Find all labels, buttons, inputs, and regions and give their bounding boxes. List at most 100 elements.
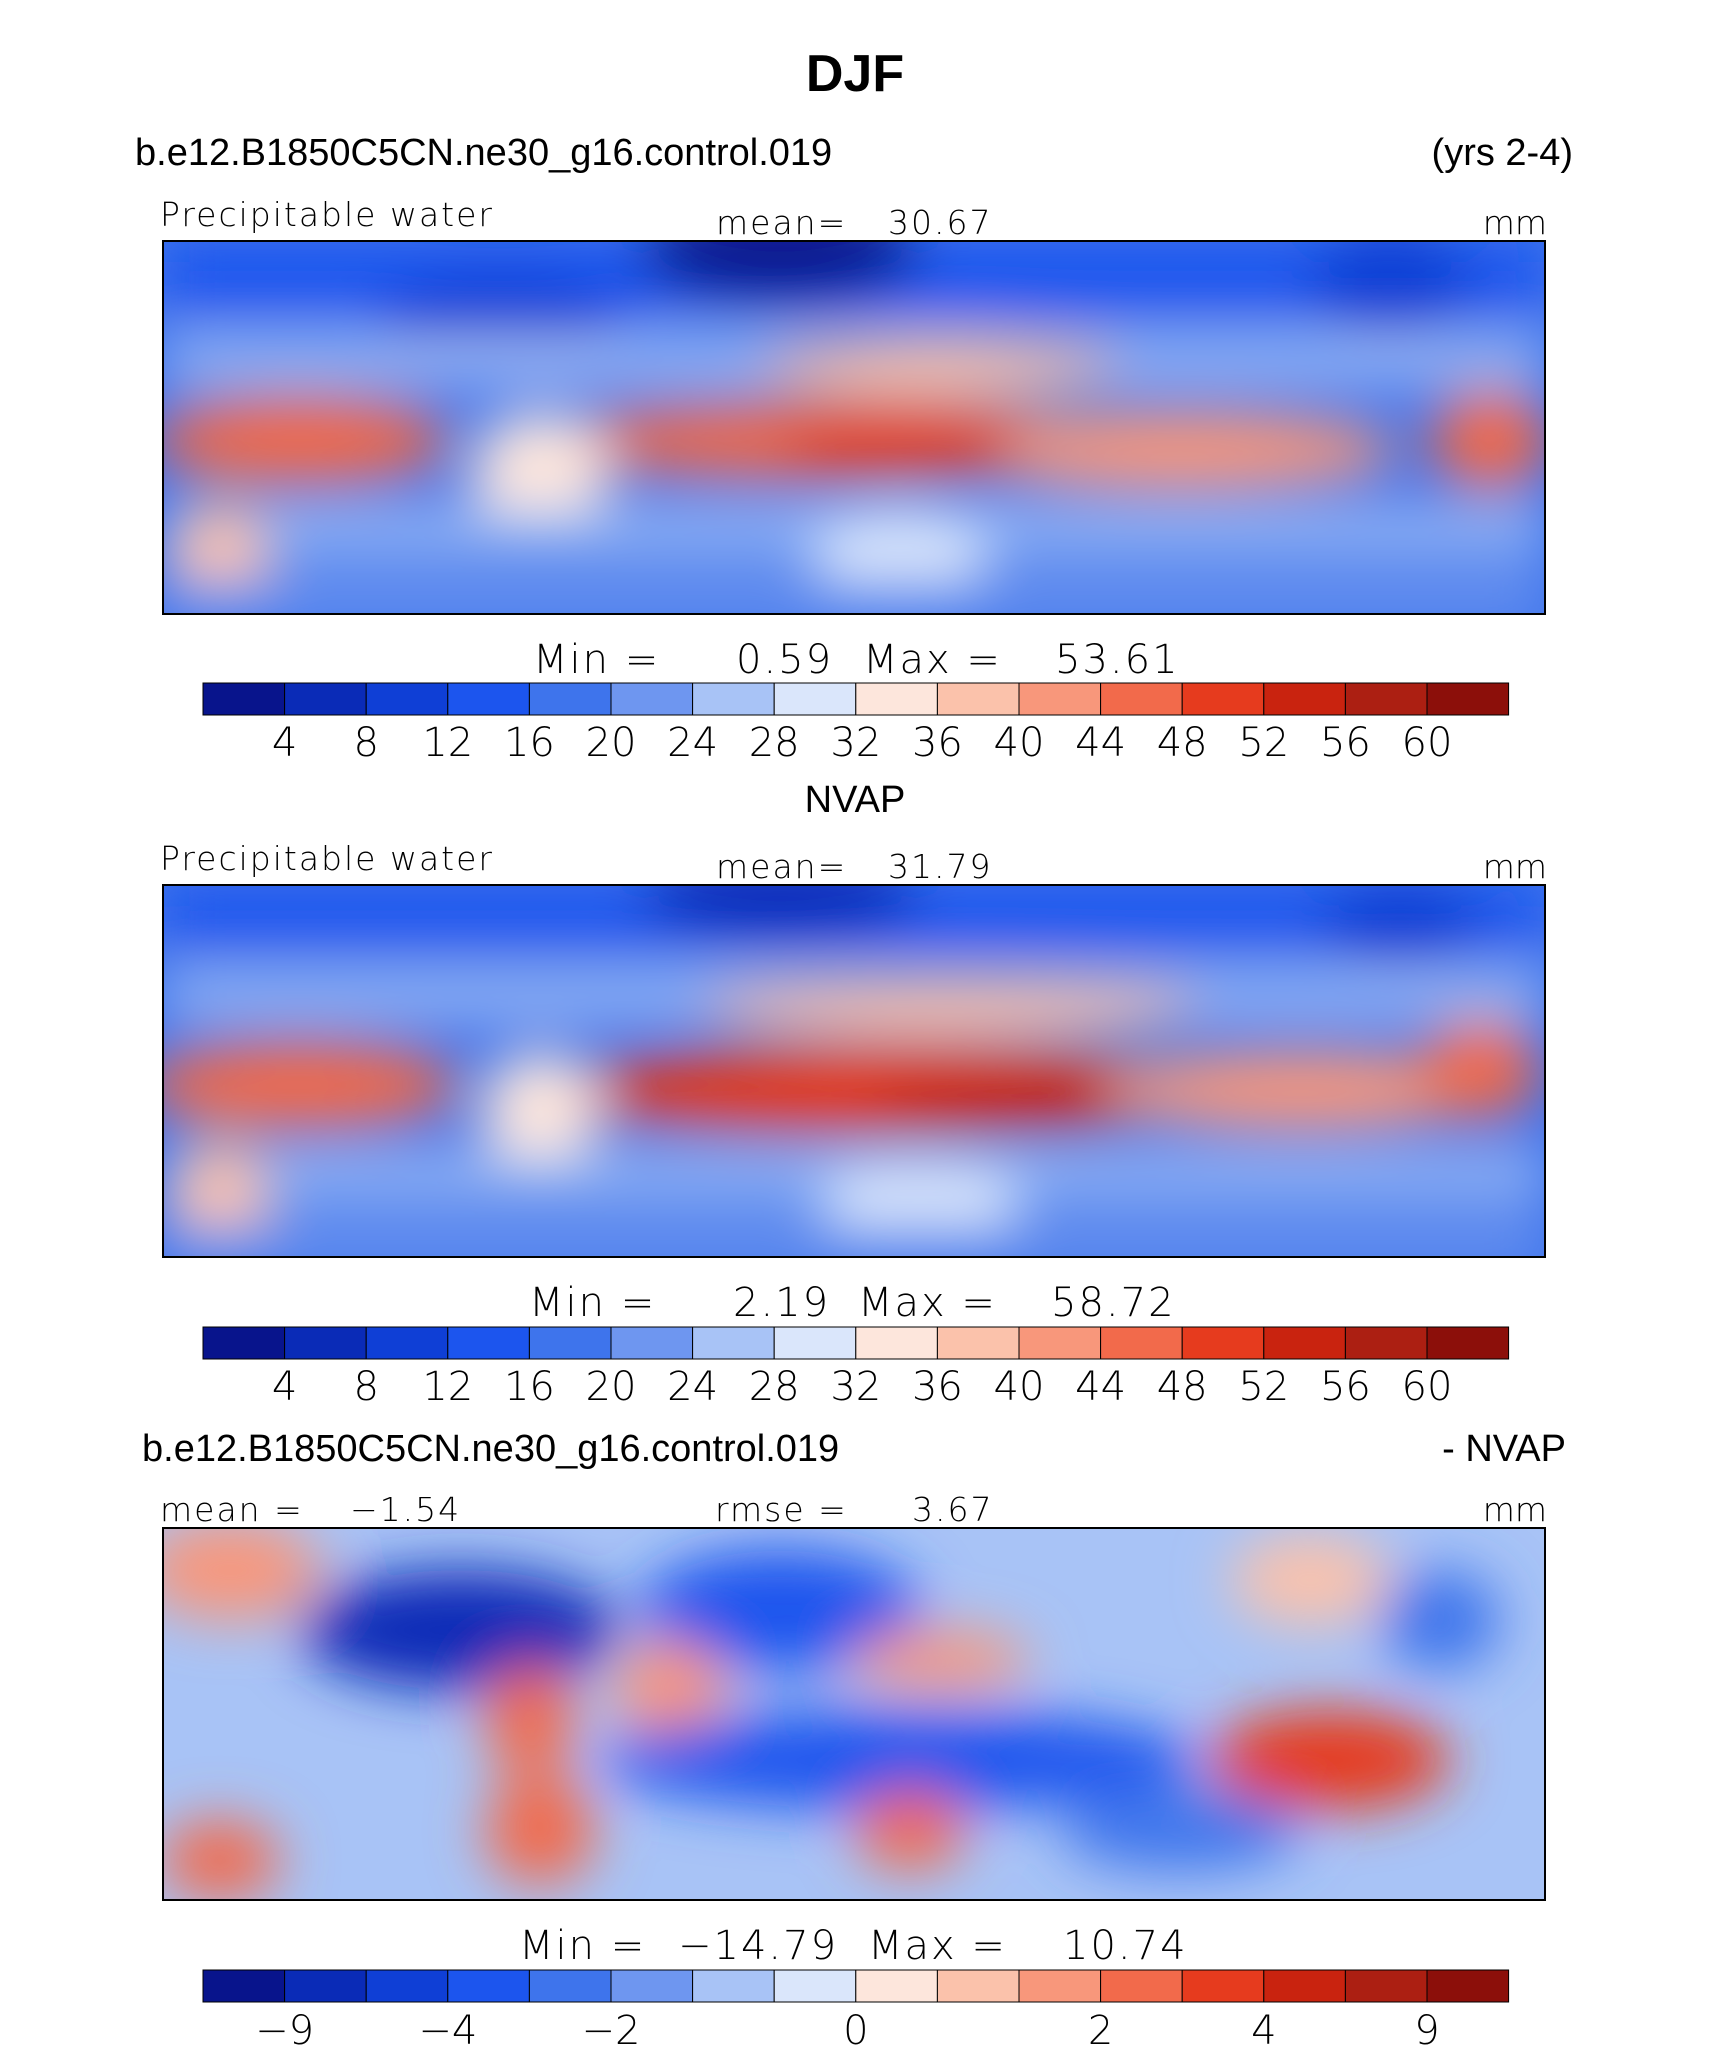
colorbar-tick-label: 2 xyxy=(1088,2008,1113,2054)
colorbar-tick-label: 32 xyxy=(830,1364,881,1410)
panel3-min-label: Min = xyxy=(519,1923,646,1969)
panel3-minus-obs: - NVAP xyxy=(1442,1428,1566,1470)
colorbar-box xyxy=(1018,1326,1102,1360)
panel2-mean-value: 31.79 xyxy=(888,847,992,886)
colorbar-box xyxy=(1181,1969,1265,2003)
colorbar-box xyxy=(936,1326,1020,1360)
colorbar-tick-label: 4 xyxy=(1251,2008,1276,2054)
colorbar-box xyxy=(528,1969,612,2003)
panel1-units: mm xyxy=(1483,203,1547,242)
panel2-frame xyxy=(162,884,1546,1258)
colorbar-box xyxy=(610,682,694,716)
panel1-max-value: 53.61 xyxy=(1055,637,1180,683)
panel3-case-name: b.e12.B1850C5CN.ne30_g16.control.019 xyxy=(142,1428,839,1470)
colorbar-tick-label: 52 xyxy=(1238,1364,1289,1410)
colorbar-tick-label: 4 xyxy=(272,720,297,766)
colorbar-box xyxy=(365,1969,449,2003)
panel2-max-value: 58.72 xyxy=(1051,1280,1176,1326)
colorbar-tick-label: 0 xyxy=(843,2008,868,2054)
colorbar-tick-label: −2 xyxy=(582,2008,641,2054)
panel1-min-value: 0.59 xyxy=(736,637,833,683)
colorbar-tick-label: 48 xyxy=(1157,720,1208,766)
colorbar-tick-label: 28 xyxy=(749,1364,800,1410)
colorbar-box xyxy=(1263,682,1346,716)
colorbar-tick-label: 40 xyxy=(994,1364,1045,1410)
panel1-case-name: b.e12.B1850C5CN.ne30_g16.control.019 xyxy=(135,132,832,174)
colorbar-box xyxy=(447,1969,530,2003)
panel3-max-label: Max = xyxy=(868,1923,1007,1969)
colorbar-box xyxy=(1344,1969,1428,2003)
colorbar-tick-label: 32 xyxy=(830,720,881,766)
colorbar-box xyxy=(365,1326,449,1360)
colorbar-box xyxy=(202,1969,286,2003)
colorbar-tick-label: 24 xyxy=(667,1364,718,1410)
colorbar-box xyxy=(1018,682,1102,716)
colorbar-tick-label: 9 xyxy=(1414,2008,1439,2054)
colorbar-box xyxy=(365,682,449,716)
colorbar-box xyxy=(1100,1969,1183,2003)
colorbar-box xyxy=(447,682,530,716)
panel1-years: (yrs 2-4) xyxy=(1432,132,1573,174)
panel3-frame xyxy=(162,1527,1546,1901)
colorbar-tick-label: 8 xyxy=(353,720,378,766)
panel3-rmse-value: 3.67 xyxy=(912,1490,993,1529)
colorbar-box xyxy=(528,682,612,716)
colorbar-tick-label: 8 xyxy=(353,1364,378,1410)
figure-title: DJF xyxy=(806,45,904,103)
panel2-min-label: Min = xyxy=(529,1280,656,1326)
colorbar-box xyxy=(284,1969,367,2003)
panel2-map xyxy=(163,885,1545,1257)
panel2-title: NVAP xyxy=(805,779,906,821)
panel-difference: b.e12.B1850C5CN.ne30_g16.control.019 - N… xyxy=(142,1428,1566,2054)
panel2-variable-label: Precipitable water xyxy=(160,839,494,878)
colorbar-tick-label: −4 xyxy=(418,2008,477,2054)
panel1-frame xyxy=(162,240,1546,615)
panel1-mean-label: mean= xyxy=(716,203,847,242)
colorbar-tick-label: 56 xyxy=(1320,1364,1371,1410)
colorbar-tick-label: 20 xyxy=(586,720,637,766)
colorbar-tick-label: 16 xyxy=(504,1364,555,1410)
colorbar-box xyxy=(284,1326,367,1360)
panel3-max-value: 10.74 xyxy=(1063,1923,1188,1969)
panel1-colorbar: 4 8 12 16 20 24 28 32 36 40 44 48 52 56 60 xyxy=(202,682,1510,766)
colorbar-box xyxy=(1426,1326,1510,1360)
panel3-mean-value: −1.54 xyxy=(350,1490,461,1529)
colorbar-box xyxy=(692,682,775,716)
colorbar-tick-label: 56 xyxy=(1320,720,1371,766)
panel-obs: NVAP Precipitable water mean= 31.79 mm xyxy=(160,779,1547,1410)
colorbar-tick-label: 24 xyxy=(667,720,718,766)
colorbar-tick-label: 60 xyxy=(1402,1364,1453,1410)
panel3-mean-label: mean = xyxy=(160,1490,304,1529)
panel-model: b.e12.B1850C5CN.ne30_g16.control.019 (yr… xyxy=(135,132,1573,766)
panel3-colorbar: −9 −4 −2 0 2 4 9 xyxy=(202,1969,1510,2054)
panel1-max-label: Max = xyxy=(863,637,1002,683)
colorbar-box xyxy=(773,682,857,716)
colorbar-box xyxy=(855,682,938,716)
colorbar-box xyxy=(284,682,367,716)
colorbar-box xyxy=(1426,1969,1510,2003)
colorbar-box xyxy=(692,1969,775,2003)
colorbar-tick-label: 36 xyxy=(912,720,963,766)
colorbar-tick-label: 4 xyxy=(272,1364,297,1410)
colorbar-tick-label: 36 xyxy=(912,1364,963,1410)
panel1-min-label: Min = xyxy=(533,637,660,683)
colorbar-box xyxy=(447,1326,530,1360)
panel2-mean-label: mean= xyxy=(716,847,847,886)
colorbar-tick-label: 44 xyxy=(1075,1364,1126,1410)
panel1-mean-value: 30.67 xyxy=(888,203,992,242)
colorbar-tick-label: 28 xyxy=(749,720,800,766)
colorbar-tick-label: −9 xyxy=(255,2008,314,2054)
colorbar-box xyxy=(1100,1326,1183,1360)
panel3-units: mm xyxy=(1483,1490,1547,1529)
panel1-variable-label: Precipitable water xyxy=(160,195,494,234)
panel3-map xyxy=(163,1528,1545,1900)
panel2-min-value: 2.19 xyxy=(733,1280,830,1326)
colorbar-box xyxy=(692,1326,775,1360)
colorbar-tick-label: 16 xyxy=(504,720,555,766)
colorbar-box xyxy=(1181,1326,1265,1360)
colorbar-box xyxy=(1426,682,1510,716)
panel3-rmse-label: rmse = xyxy=(715,1490,848,1529)
colorbar-tick-label: 20 xyxy=(586,1364,637,1410)
panel2-max-label: Max = xyxy=(858,1280,997,1326)
colorbar-box xyxy=(1344,1326,1428,1360)
